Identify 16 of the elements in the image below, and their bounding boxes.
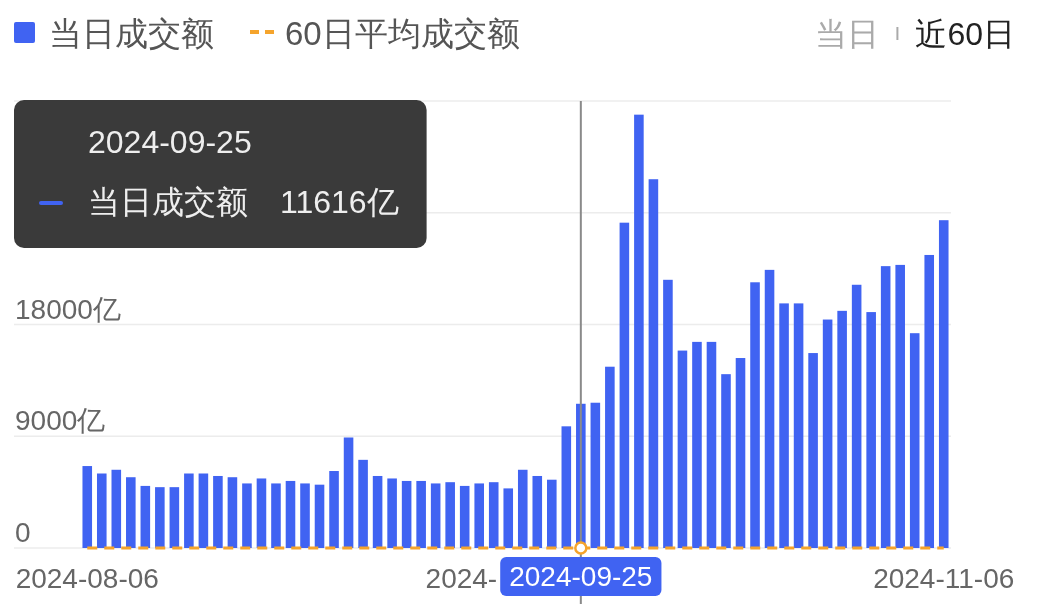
- y-tick-label: 9000亿: [15, 405, 106, 437]
- legend-label: 当日成交额: [49, 15, 214, 52]
- annotation: 当日成交额: [88, 184, 248, 220]
- x-tick-label-covered: 2024-: [425, 563, 498, 594]
- range-toggle-label-selected: 近60日: [915, 16, 1015, 52]
- annotation: 11616亿: [280, 184, 399, 220]
- annotation: 2024-09-25: [88, 124, 252, 160]
- x-tick-label: 2024-08-06: [15, 563, 159, 594]
- x-tick-label: 2024-09-25: [509, 561, 653, 592]
- range-toggle-label: 当日: [815, 16, 880, 52]
- y-tick-label: 18000亿: [15, 293, 121, 325]
- legend-label: 60日平均成交额: [285, 15, 520, 52]
- tooltip: 2024-09-25 当日成交额 11616亿: [14, 100, 427, 248]
- x-pointer-label: 2024-09-25: [500, 557, 662, 596]
- x-tick-label: 2024-11-06: [873, 563, 1015, 594]
- y-tick-label: 0: [15, 517, 31, 548]
